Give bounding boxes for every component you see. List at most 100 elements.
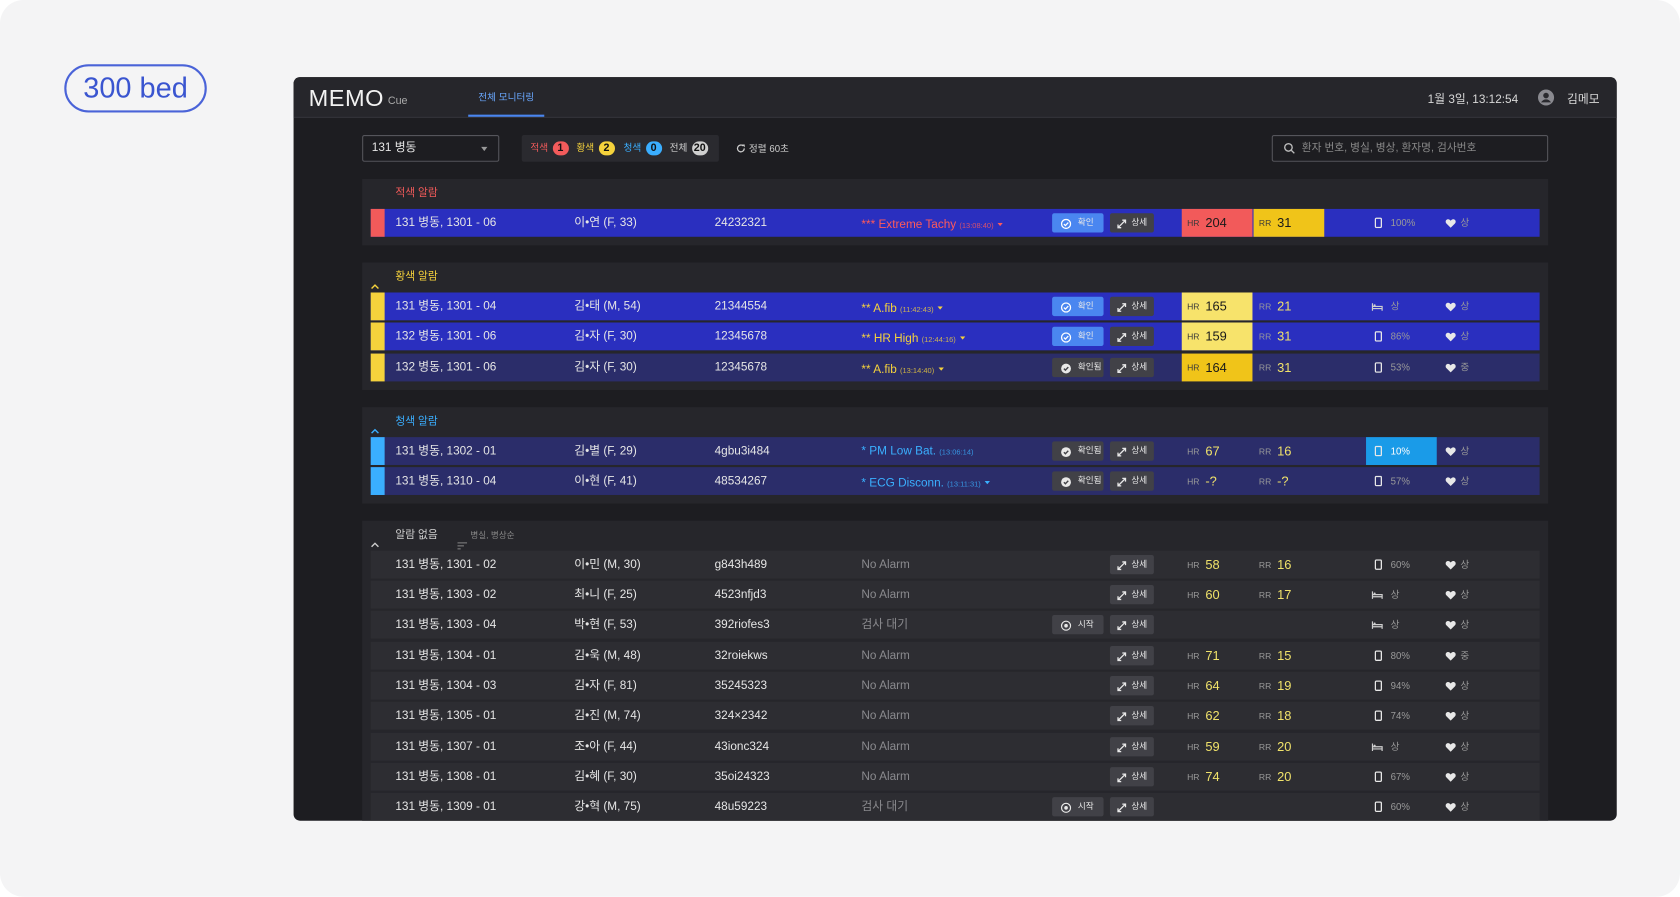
action-label: 시작	[1077, 801, 1094, 812]
action-button[interactable]: 확인됨	[1052, 357, 1104, 377]
action-button[interactable]: 확인됨	[1052, 440, 1104, 461]
ward-select[interactable]: 131 병동	[362, 134, 500, 162]
tab[interactable]: 전체 모니터링	[468, 77, 545, 117]
patient-row[interactable]: 131 병동, 1304 - 03 김•자 (F, 81) 35245323 No A…	[370, 671, 1540, 700]
hr-label: HR	[1187, 681, 1200, 692]
patient-row[interactable]: 132 병동, 1301 - 06 김•자 (F, 30) 12345678 ** A…	[370, 353, 1540, 381]
detail-label: 상세	[1131, 710, 1148, 721]
device-value: 57%	[1390, 475, 1410, 487]
detail-button[interactable]: 상세	[1109, 797, 1154, 817]
alarm-dropdown[interactable]	[960, 330, 966, 343]
action-button[interactable]: 확인	[1052, 296, 1104, 317]
bed: 131 병동, 1304 - 03	[395, 679, 497, 693]
heart-icon	[1445, 446, 1456, 459]
user-icon[interactable]	[1537, 89, 1555, 106]
alarm-dropdown[interactable]	[985, 475, 991, 488]
alarm: *** Extreme Tachy (13:08:40)	[861, 209, 1004, 237]
alarm-text: 검사 대기	[861, 800, 909, 814]
detail-button[interactable]: 상세	[1109, 471, 1154, 491]
patient-row[interactable]: 131 병동, 1309 - 01 강•혁 (M, 75) 48u59223 검사 대…	[370, 793, 1540, 821]
count-badge: 1	[552, 141, 569, 156]
action-button[interactable]: 확인됨	[1052, 471, 1104, 491]
alarm-dropdown[interactable]	[937, 300, 944, 313]
heart-status: 상	[1460, 680, 1470, 692]
sort-icon-glyph	[457, 542, 468, 550]
alarm-dropdown[interactable]	[938, 361, 944, 374]
detail-button[interactable]: 상세	[1109, 327, 1154, 347]
detail-button[interactable]: 상세	[1109, 767, 1154, 787]
patient-row[interactable]: 131 병동, 1304 - 01 김•욱 (M, 48) 32roiekws No …	[370, 641, 1540, 670]
patient-row[interactable]: 131 병동, 1301 - 02 이•민 (M, 30) g843h489 No A…	[370, 550, 1540, 579]
detail-button[interactable]: 상세	[1109, 554, 1154, 575]
detail-label: 상세	[1131, 475, 1148, 486]
detail-button[interactable]: 상세	[1109, 645, 1154, 666]
detail-button[interactable]: 상세	[1109, 585, 1154, 605]
detail-button[interactable]: 상세	[1109, 706, 1154, 726]
hr-value: 204	[1205, 215, 1227, 231]
device-value: 상	[1390, 619, 1400, 631]
hr-label: HR	[1187, 332, 1200, 343]
heart-icon	[1445, 219, 1456, 232]
rr-cell: RR 18	[1254, 702, 1325, 730]
rr-label: RR	[1258, 560, 1272, 570]
detail-button[interactable]: 상세	[1109, 440, 1154, 461]
detail-button[interactable]: 상세	[1109, 213, 1154, 233]
patient-row[interactable]: 131 병동, 1307 - 01 조•아 (F, 44) 43ionc324 No …	[370, 732, 1540, 761]
caret	[481, 146, 488, 152]
user-name[interactable]: 김메모	[1567, 93, 1600, 107]
device-cell: 94%	[1366, 672, 1437, 700]
detail-button[interactable]: 상세	[1109, 736, 1154, 757]
patient-row[interactable]: 131 병동, 1303 - 04 박•현 (F, 53) 392riofes3 검사…	[370, 611, 1540, 640]
device-icon-glyph	[1374, 771, 1382, 782]
detail-button[interactable]: 상세	[1109, 296, 1154, 317]
device-value: 94%	[1390, 680, 1410, 692]
hr-value: 62	[1205, 708, 1220, 724]
alarm-time: (13:08:40)	[959, 222, 994, 231]
detail-icon	[1116, 301, 1127, 320]
rr-value: 20	[1277, 738, 1292, 754]
heart-status: 상	[1460, 331, 1470, 343]
refresh[interactable]: 정렬 60초	[736, 141, 789, 155]
alarm-text: No Alarm	[861, 770, 910, 784]
group-header[interactable]: 황색 알람	[371, 262, 1540, 292]
search-box[interactable]: 환자 번호, 병실, 병상, 환자명, 검사번호	[1271, 134, 1549, 162]
collapse-icon	[371, 416, 380, 446]
detail-label: 상세	[1131, 741, 1148, 751]
detail-button[interactable]: 상세	[1109, 615, 1154, 635]
patient-row[interactable]: 131 병동, 1301 - 04 김•태 (M, 54) 21344554 ** A…	[370, 292, 1540, 321]
alarm-list: 적색 알람 131 병동, 1301 - 06 이•연 (F, 33) 2423232…	[362, 178, 1549, 821]
patient-row[interactable]: 132 병동, 1301 - 06 김•자 (F, 30) 12345678 ** H…	[370, 322, 1540, 351]
detail-icon-glyph	[1117, 591, 1127, 601]
action-label: 확인됨	[1077, 361, 1102, 372]
action-button[interactable]: 시작	[1052, 615, 1104, 635]
patient-row[interactable]: 131 병동, 1308 - 01 김•혜 (F, 30) 35oi24323 No …	[370, 762, 1540, 791]
rr-value: 18	[1277, 708, 1292, 724]
action-button[interactable]: 시작	[1052, 797, 1104, 817]
heart-icon	[1445, 332, 1456, 345]
rr-label: RR	[1258, 218, 1272, 229]
patient-row[interactable]: 131 병동, 1302 - 01 김•별 (F, 29) 4gbu3i484 * P…	[370, 436, 1540, 465]
patient-row[interactable]: 131 병동, 1310 - 04 이•현 (F, 41) 48534267 * EC…	[370, 467, 1540, 495]
alarm-dropdown[interactable]	[997, 216, 1004, 229]
group-header[interactable]: 청색 알람	[371, 407, 1540, 437]
patient-row[interactable]: 131 병동, 1305 - 01 김•진 (M, 74) 324×2342 No A…	[370, 702, 1540, 731]
action-button[interactable]: 확인	[1052, 213, 1104, 233]
device-cell: 상	[1366, 292, 1437, 320]
hr-value: 60	[1205, 587, 1220, 603]
detail-button[interactable]: 상세	[1109, 676, 1154, 696]
rr-value: 16	[1277, 557, 1292, 573]
group-header[interactable]: 알람 없음 병실, 병상순	[371, 521, 1540, 551]
heart-icon	[1445, 302, 1456, 315]
action-icon-glyph	[1060, 621, 1072, 632]
alarm-text: No Alarm	[861, 558, 910, 571]
patient-row[interactable]: 131 병동, 1301 - 06 이•연 (F, 33) 24232321 *** …	[370, 208, 1540, 237]
action-button[interactable]: 확인	[1052, 327, 1104, 347]
detail-icon-glyph	[1117, 682, 1127, 692]
device-value: 67%	[1390, 771, 1410, 783]
detail-icon-glyph	[1117, 743, 1127, 752]
hr-value: 164	[1205, 359, 1227, 375]
device-cell: 86%	[1366, 323, 1437, 351]
detail-button[interactable]: 상세	[1109, 357, 1154, 377]
patient-row[interactable]: 131 병동, 1303 - 02 최•니 (F, 25) 4523nfjd3 No …	[370, 580, 1540, 609]
